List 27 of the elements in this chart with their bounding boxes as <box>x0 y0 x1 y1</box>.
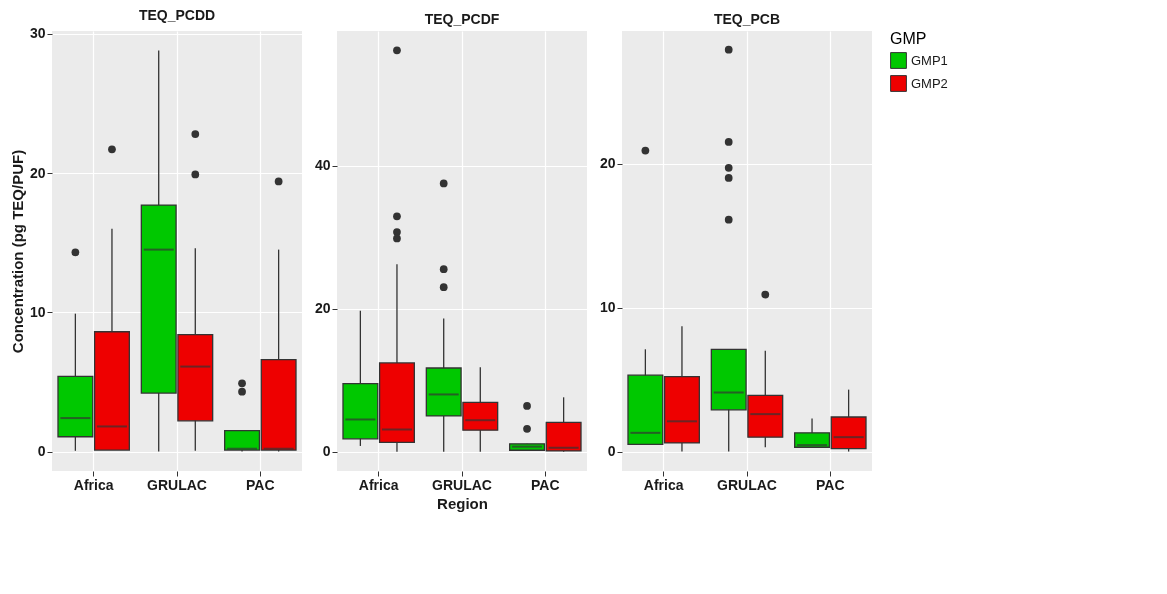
x-tick-label: GRULAC <box>432 476 492 493</box>
chart-title: TEQ_PCDD <box>138 6 216 23</box>
x-tick-label: Africa <box>73 476 114 493</box>
y-tick-label: 20 <box>599 155 616 171</box>
chart-title: TEQ_PCB <box>713 11 781 27</box>
y-tick-label: 0 <box>37 443 46 460</box>
y-tick-label: 10 <box>599 299 616 316</box>
x-tick-label: PAC <box>246 476 275 493</box>
legend-title: GMP <box>890 30 927 47</box>
y-tick-label: 30 <box>29 25 46 42</box>
y-tick-label: 0 <box>322 443 331 460</box>
x-axis-title: Region <box>437 494 488 512</box>
y-axis-title: Concentration (pg TEQ/PUF) <box>8 149 26 354</box>
legend-label: GMP2 <box>911 75 948 91</box>
y-tick-label: 40 <box>314 157 331 173</box>
x-tick-label: GRULAC <box>147 476 207 493</box>
y-tick-label: 20 <box>314 300 331 317</box>
x-tick-label: PAC <box>816 476 845 493</box>
x-tick-label: GRULAC <box>717 476 777 493</box>
x-tick-label: Africa <box>643 476 684 493</box>
x-tick-label: PAC <box>531 476 560 493</box>
y-tick-label: 20 <box>29 164 46 181</box>
x-tick-label: Africa <box>358 476 399 493</box>
y-tick-label: 0 <box>607 443 616 460</box>
legend-label: GMP1 <box>911 52 948 68</box>
y-tick-label: 10 <box>29 303 46 320</box>
chart-title: TEQ_PCDF <box>424 11 500 27</box>
